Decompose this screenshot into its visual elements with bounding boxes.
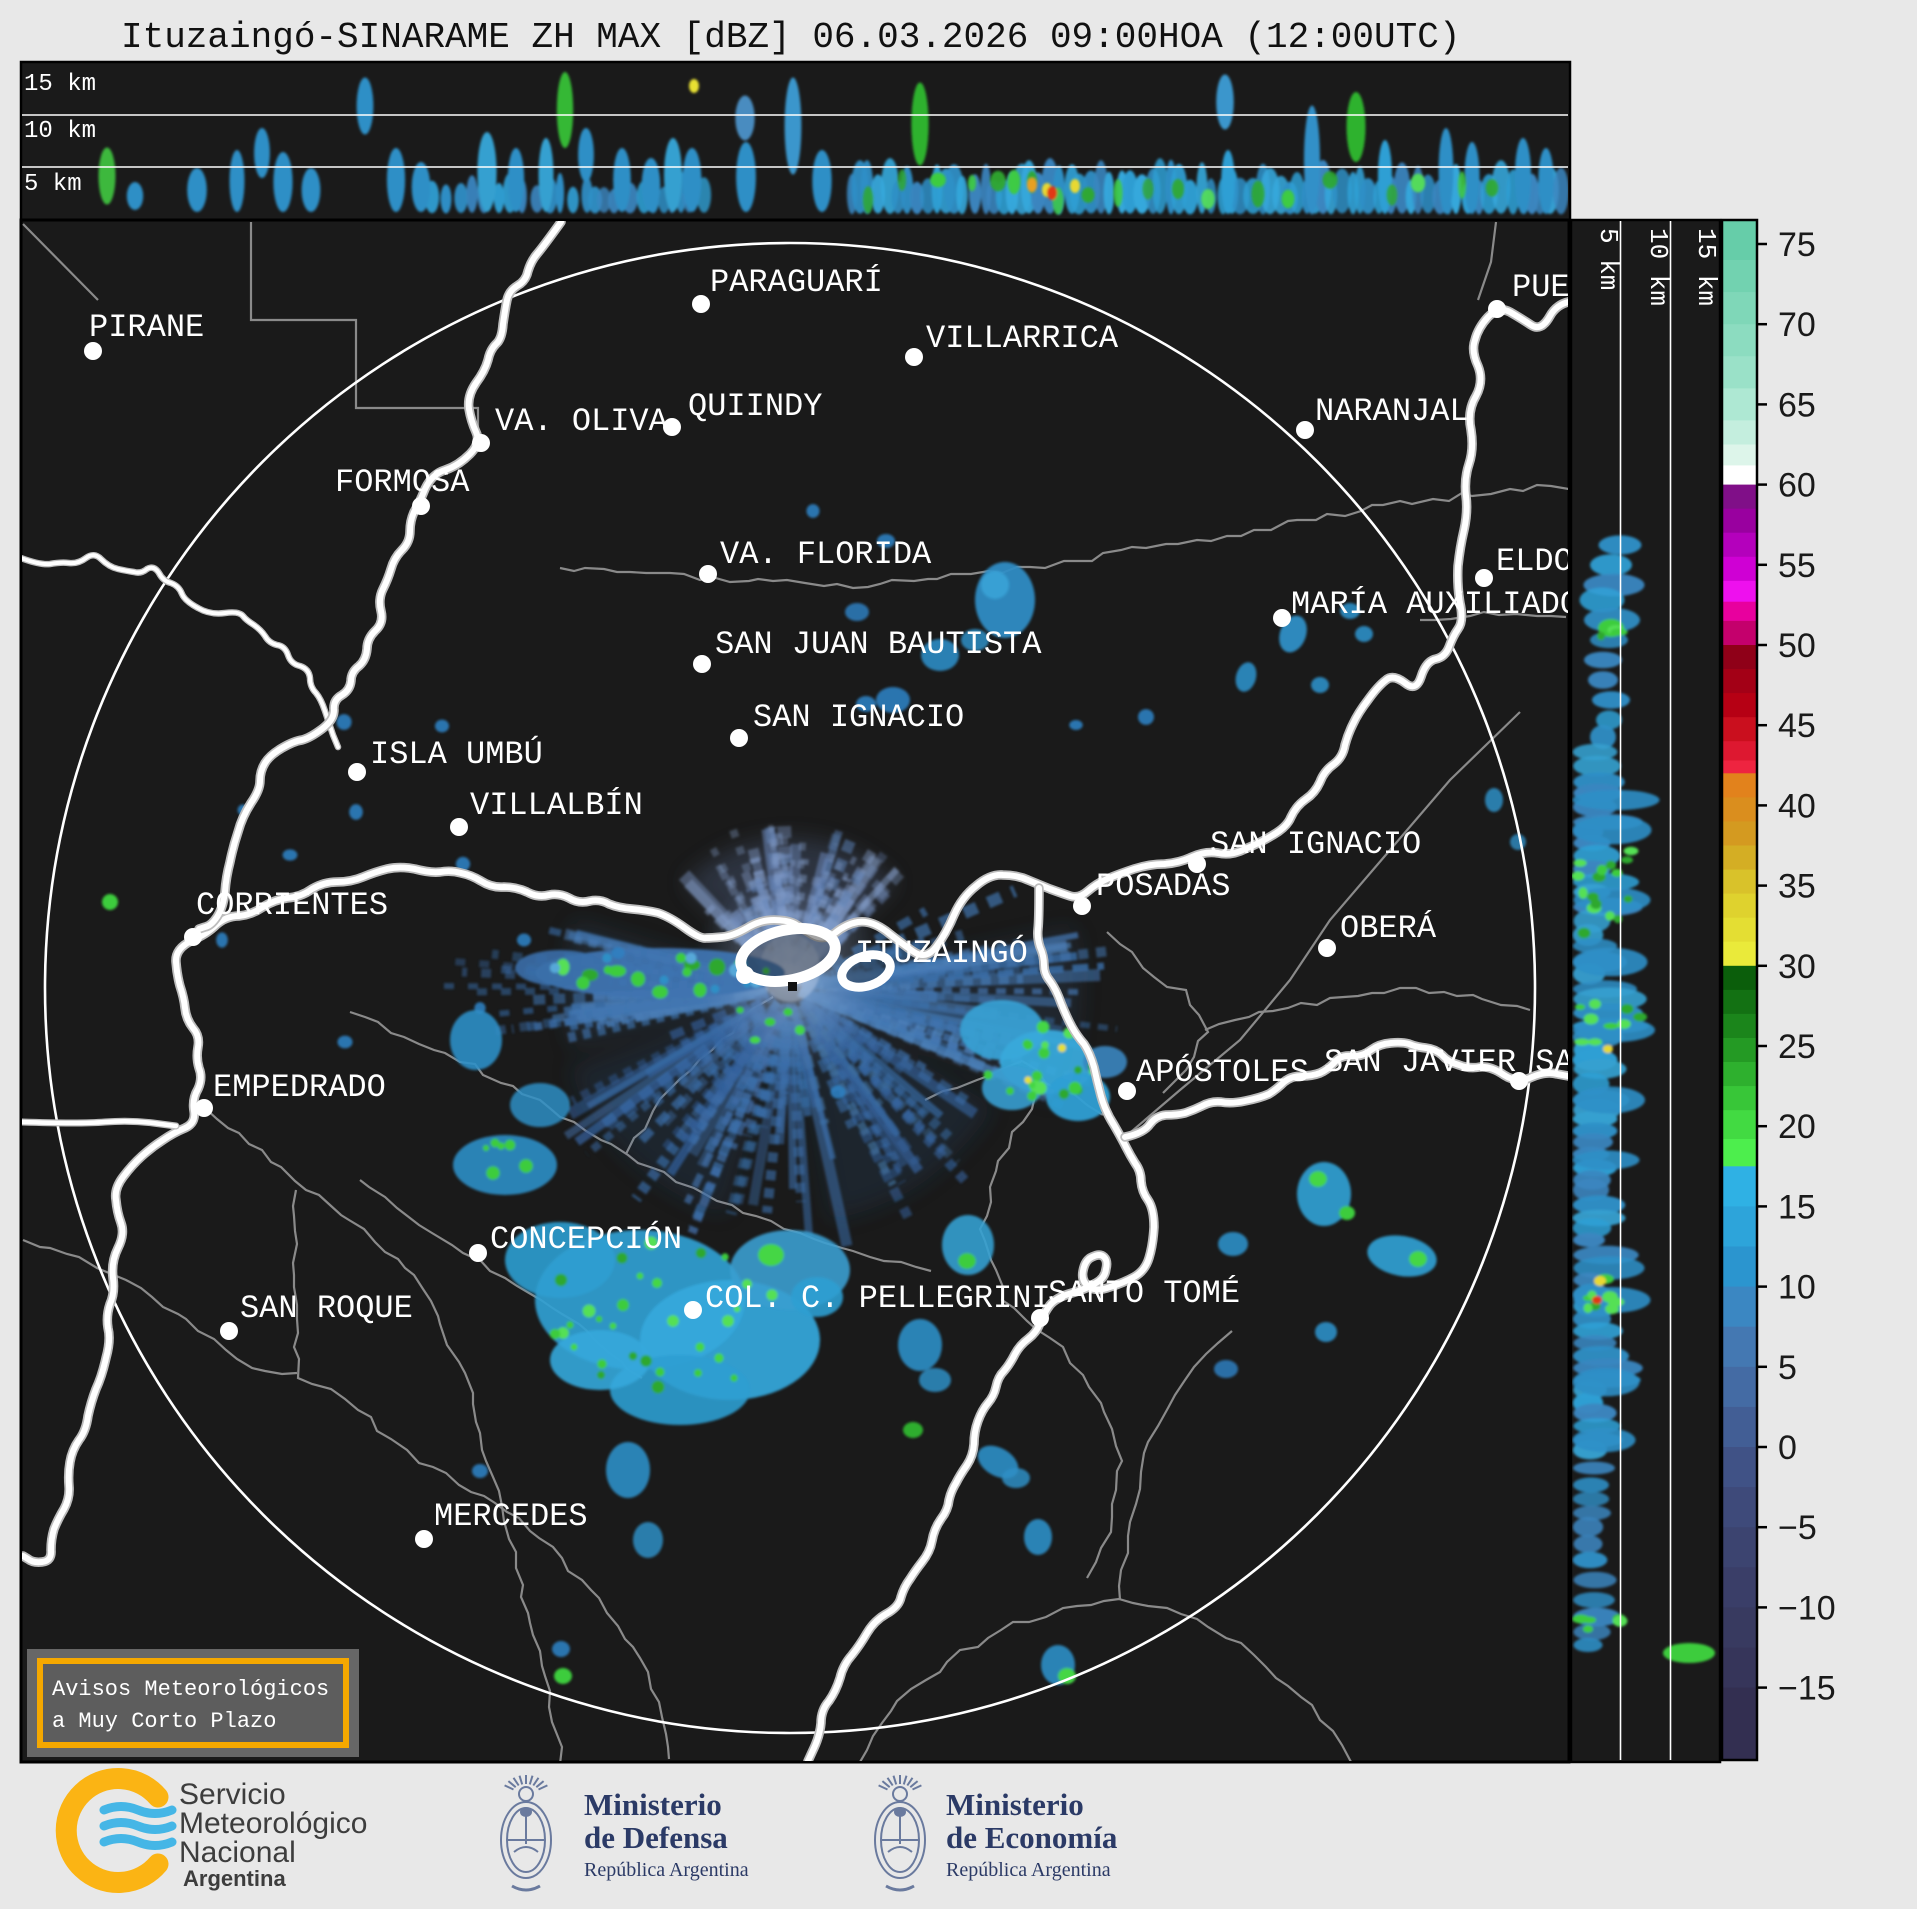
svg-text:Ministerio: Ministerio	[584, 1787, 722, 1822]
svg-text:CORRIENTES: CORRIENTES	[196, 887, 388, 924]
svg-text:5 km: 5 km	[24, 171, 82, 198]
svg-text:VILLALBÍN: VILLALBÍN	[470, 787, 643, 824]
svg-text:0: 0	[1778, 1429, 1797, 1467]
svg-text:15 km: 15 km	[1691, 228, 1721, 306]
svg-text:MERCEDES: MERCEDES	[434, 1498, 588, 1535]
svg-text:Nacional: Nacional	[179, 1836, 296, 1869]
svg-text:POSADAS: POSADAS	[1096, 868, 1230, 905]
svg-text:60: 60	[1778, 467, 1816, 505]
svg-text:ELDORADO: ELDORADO	[1496, 543, 1650, 580]
svg-text:Ituzaingó-SINARAME ZH MAX [dBZ: Ituzaingó-SINARAME ZH MAX [dBZ] 06.03.20…	[121, 17, 1460, 58]
svg-text:15 km: 15 km	[24, 71, 96, 98]
svg-text:ITUZAINGÓ: ITUZAINGÓ	[855, 935, 1028, 972]
svg-text:PIRANE: PIRANE	[89, 309, 204, 346]
svg-text:−10: −10	[1778, 1589, 1836, 1627]
svg-text:10 km: 10 km	[24, 118, 96, 145]
svg-text:Meteorológico: Meteorológico	[179, 1807, 367, 1840]
svg-text:de Economía: de Economía	[946, 1820, 1118, 1855]
svg-text:50: 50	[1778, 627, 1816, 665]
svg-text:SAN JUAN BAUTISTA: SAN JUAN BAUTISTA	[715, 626, 1042, 663]
svg-text:20: 20	[1778, 1108, 1816, 1146]
svg-text:PARAGUARÍ: PARAGUARÍ	[710, 264, 883, 301]
svg-text:Servicio: Servicio	[179, 1778, 286, 1811]
svg-text:SAN JAVIER SAI: SAN JAVIER SAI	[1324, 1044, 1593, 1081]
svg-text:República Argentina: República Argentina	[584, 1859, 749, 1881]
svg-text:APÓSTOLES: APÓSTOLES	[1136, 1054, 1309, 1091]
svg-text:VA. OLIVA: VA. OLIVA	[495, 403, 669, 440]
svg-text:30: 30	[1778, 948, 1816, 986]
svg-text:EMPEDRADO: EMPEDRADO	[213, 1069, 386, 1106]
svg-text:Argentina: Argentina	[183, 1866, 286, 1891]
svg-text:COL. C. PELLEGRINI: COL. C. PELLEGRINI	[705, 1280, 1051, 1317]
svg-text:5: 5	[1778, 1349, 1797, 1387]
svg-text:QUIINDY: QUIINDY	[688, 388, 822, 425]
svg-text:75: 75	[1778, 226, 1816, 264]
svg-text:−5: −5	[1778, 1509, 1817, 1547]
svg-text:10 km: 10 km	[1643, 228, 1673, 306]
svg-text:10: 10	[1778, 1269, 1816, 1307]
svg-text:FORMOSA: FORMOSA	[335, 464, 470, 501]
svg-text:25: 25	[1778, 1028, 1816, 1066]
svg-text:de Defensa: de Defensa	[584, 1820, 728, 1855]
svg-text:a Muy Corto Plazo: a Muy Corto Plazo	[52, 1709, 276, 1734]
svg-text:SANTO TOMÉ: SANTO TOMÉ	[1048, 1275, 1240, 1312]
svg-text:Avisos Meteorológicos: Avisos Meteorológicos	[52, 1677, 329, 1702]
svg-text:5 km: 5 km	[1593, 228, 1623, 290]
svg-text:15: 15	[1778, 1188, 1816, 1226]
svg-text:MARÍA AUXILIADORA: MARÍA AUXILIADORA	[1291, 586, 1618, 623]
svg-text:VA. FLORIDA: VA. FLORIDA	[720, 536, 932, 573]
svg-text:70: 70	[1778, 306, 1816, 344]
svg-text:Ministerio: Ministerio	[946, 1787, 1084, 1822]
svg-text:SAN ROQUE: SAN ROQUE	[240, 1290, 413, 1327]
svg-text:ISLA UMBÚ: ISLA UMBÚ	[370, 736, 543, 773]
svg-text:SAN IGNACIO: SAN IGNACIO	[753, 699, 964, 736]
svg-text:40: 40	[1778, 787, 1816, 825]
svg-text:CONCEPCIÓN: CONCEPCIÓN	[490, 1221, 682, 1258]
svg-text:República Argentina: República Argentina	[946, 1859, 1111, 1881]
svg-text:NARANJAL: NARANJAL	[1315, 393, 1469, 430]
svg-text:PUERTO: PUERTO	[1512, 269, 1627, 306]
svg-text:65: 65	[1778, 386, 1816, 424]
svg-text:35: 35	[1778, 868, 1816, 906]
svg-text:−15: −15	[1778, 1670, 1836, 1708]
svg-text:45: 45	[1778, 707, 1816, 745]
svg-text:OBERÁ: OBERÁ	[1340, 910, 1437, 947]
svg-text:55: 55	[1778, 547, 1816, 585]
svg-text:VILLARRICA: VILLARRICA	[926, 320, 1119, 357]
svg-text:SAN IGNACIO: SAN IGNACIO	[1210, 826, 1421, 863]
